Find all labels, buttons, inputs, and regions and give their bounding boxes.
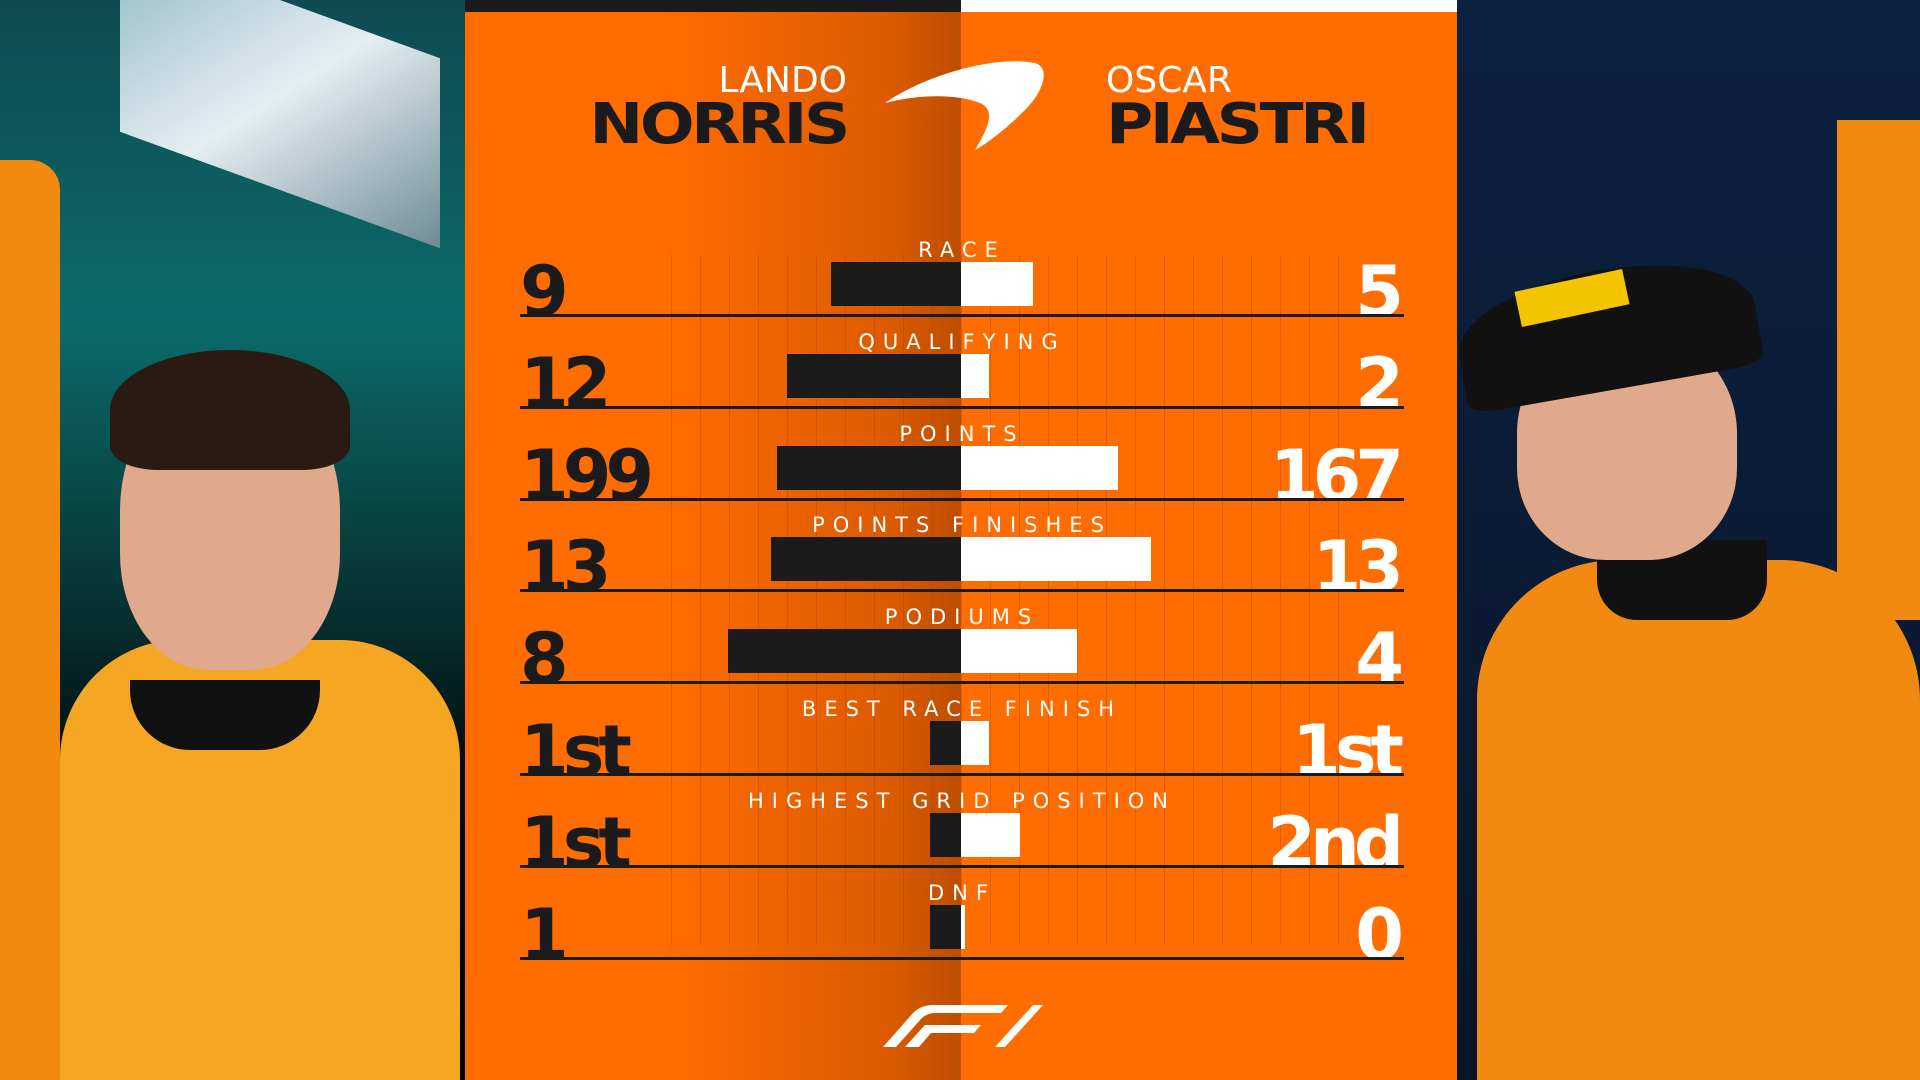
left-driver-last-name: NORRIS [589, 92, 851, 157]
left-stat-bar [787, 353, 961, 398]
row-divider [520, 864, 1404, 868]
right-stat-bar [961, 812, 1020, 857]
left-stat-bar [930, 904, 961, 949]
stat-label: QUALIFYING [858, 329, 1066, 354]
right-driver-last-name: PIASTRI [1106, 92, 1370, 157]
row-divider [520, 497, 1404, 501]
stat-label: POINTS FINISHES [812, 513, 1112, 538]
left-driver-first-name: LANDO [718, 60, 848, 101]
stat-label: BEST RACE FINISH [801, 697, 1123, 721]
stat-row: RACE 9 5 [520, 238, 1404, 333]
right-stat-bar [961, 904, 965, 949]
right-driver-first-name: OSCAR [1106, 60, 1232, 101]
driver-photo-right [1457, 0, 1920, 1080]
stat-row: POINTS 199 167 [520, 421, 1404, 517]
right-stat-bar [961, 537, 1151, 582]
row-divider [520, 589, 1404, 593]
left-stat-bar [777, 445, 961, 490]
stat-label: RACE [918, 238, 1006, 262]
row-divider [520, 314, 1404, 317]
stat-row: HIGHEST GRID POSITION 1st 2nd [520, 788, 1404, 884]
left-stat-bar [831, 262, 961, 306]
f1-logo [883, 1005, 1043, 1047]
comparison-panel: LANDO NORRIS OSCAR PIASTRI RACE 9 5 QUAL… [465, 0, 1457, 1080]
driver-photo-left [0, 0, 465, 1080]
stat-label: DNF [928, 880, 996, 905]
left-stat-bar [728, 629, 961, 674]
stat-label: POINTS [899, 421, 1025, 446]
left-stat-bar [771, 537, 961, 582]
row-divider [520, 956, 1404, 960]
right-stat-bar [961, 629, 1077, 674]
right-stat-bar [961, 262, 1033, 306]
row-divider [520, 405, 1404, 409]
stat-label: PODIUMS [884, 605, 1040, 630]
right-stat-bar [961, 353, 989, 398]
stat-row: DNF 1 0 [520, 880, 1404, 976]
row-divider [520, 681, 1404, 685]
stat-row: QUALIFYING 12 2 [520, 329, 1404, 425]
left-stat-bar [930, 721, 961, 765]
right-top-bar [961, 0, 1457, 12]
mclaren-logo [885, 61, 1044, 150]
left-stat-bar [930, 812, 961, 857]
left-top-bar [465, 0, 961, 12]
stat-row: PODIUMS 8 4 [520, 605, 1404, 700]
right-stat-bar [961, 721, 989, 765]
right-stat-bar [961, 445, 1118, 490]
stat-label: HIGHEST GRID POSITION [747, 788, 1177, 813]
row-divider [520, 773, 1404, 776]
stat-row: POINTS FINISHES 13 13 [520, 513, 1404, 608]
stat-row: BEST RACE FINISH 1st 1st [520, 697, 1404, 792]
